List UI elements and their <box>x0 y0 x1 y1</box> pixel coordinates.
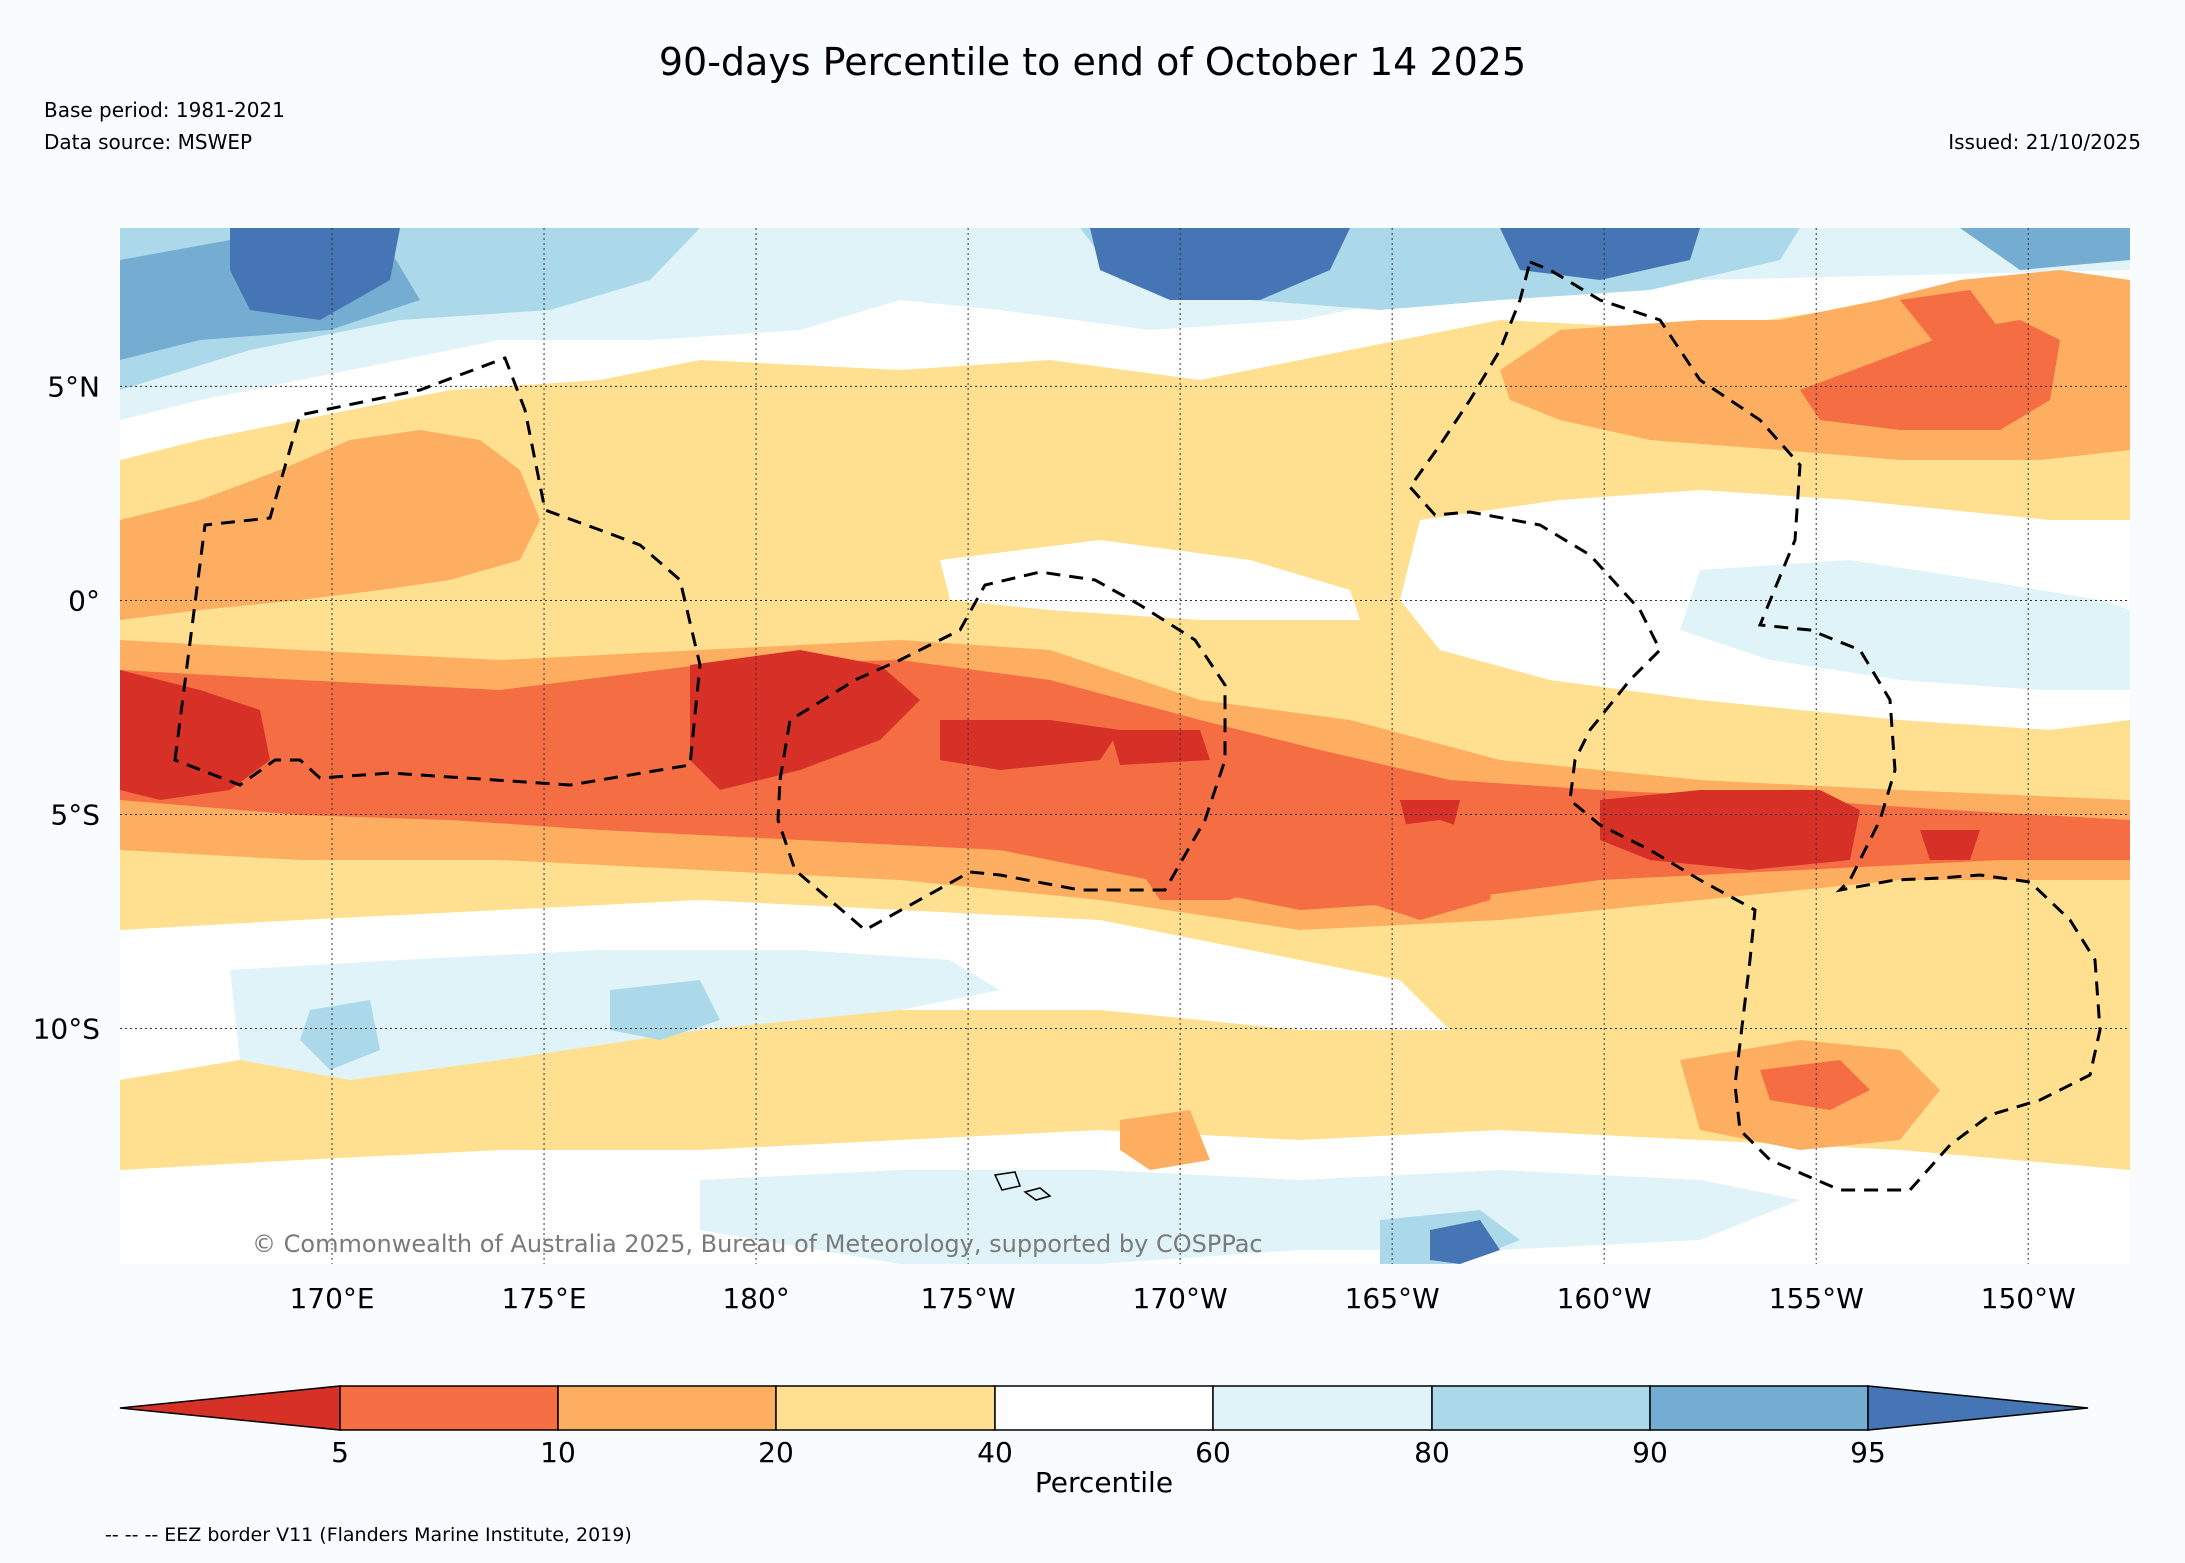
colorbar: 5 10 20 40 60 80 90 95 Percentile <box>119 1385 2089 1499</box>
dry-patch-far-south-510 <box>1760 1060 1870 1110</box>
wet-band-south-8090-b <box>610 980 720 1040</box>
lon-tick-label: 175°W <box>921 1282 1016 1315</box>
dry-patch-south-east <box>1360 820 1500 920</box>
colorbar-segment-60-80 <box>1212 1385 1433 1431</box>
lon-tick-label: 175°E <box>501 1282 586 1315</box>
colorbar-title: Percentile <box>1035 1466 1173 1499</box>
dry-core-east <box>1600 790 1860 870</box>
wet-band-north-9095-b <box>1960 228 2130 270</box>
island-outline <box>1023 1187 1052 1201</box>
percentile-map-panel <box>120 228 2130 1264</box>
island-outline <box>993 1171 1021 1191</box>
colorbar-tick-label: 95 <box>1850 1436 1886 1469</box>
longitude-axis: 170°E 175°E 180° 175°W 170°W 165°W 160°W 155°W 1… <box>289 1282 2075 1315</box>
dry-core-central-c <box>1110 730 1210 765</box>
wet-band-far-south-95 <box>1430 1220 1500 1264</box>
data-source-label: Data source: MSWEP <box>44 130 253 154</box>
dry-core-east-b <box>1920 830 1980 860</box>
lon-tick-label: 165°W <box>1345 1282 1440 1315</box>
eez-border-footnote: -- -- -- EEZ border V11 (Flanders Marine… <box>105 1524 632 1546</box>
colorbar-tick-label: 90 <box>1632 1436 1668 1469</box>
gridlines <box>120 228 2130 1264</box>
colorbar-ticks: 5 10 20 40 60 80 90 95 <box>331 1436 1886 1469</box>
colorbar-segment-40-60 <box>994 1385 1214 1431</box>
wet-band-far-south-6080 <box>700 1170 1800 1264</box>
wet-band-north-95-c <box>1500 228 1700 280</box>
colorbar-segment-below-5 <box>119 1385 341 1431</box>
lat-tick-label: 10°S <box>33 1013 100 1046</box>
wet-band-north-95 <box>230 228 400 320</box>
issued-date-label: Issued: 21/10/2025 <box>1948 130 2141 154</box>
lon-tick-label: 180° <box>722 1282 789 1315</box>
dry-pocket-northeast-510 <box>1800 320 2060 430</box>
colorbar-tick-label: 80 <box>1414 1436 1450 1469</box>
colorbar-tick-label: 10 <box>540 1436 576 1469</box>
colorbar-tick-label: 5 <box>331 1436 349 1469</box>
colorbar-tick-label: 20 <box>758 1436 794 1469</box>
copyright-notice: © Commonwealth of Australia 2025, Bureau… <box>252 1230 1263 1258</box>
eez-borders <box>173 259 2102 1192</box>
dry-west-1020 <box>120 430 540 620</box>
dry-core-central-b <box>940 720 1120 770</box>
wet-band-south-8090 <box>300 1000 380 1070</box>
colorbar-segment-20-40 <box>775 1385 996 1431</box>
colorbar-tick-label: 40 <box>977 1436 1013 1469</box>
colorbar-tick-label: 60 <box>1195 1436 1231 1469</box>
colorbar-segment-80-90 <box>1431 1385 1651 1431</box>
wet-band-north-95-b <box>1090 228 1350 300</box>
map-title: 90-days Percentile to end of October 14 … <box>658 40 1527 84</box>
dry-core-central <box>690 650 920 790</box>
lon-tick-label: 150°W <box>1981 1282 2076 1315</box>
base-period-label: Base period: 1981-2021 <box>44 98 285 122</box>
latitude-axis: 5°N 0° 5°S 10°S <box>33 370 100 1045</box>
wet-pocket-east-6080 <box>1680 560 2130 690</box>
dry-patch-south-mid <box>1120 1110 1210 1170</box>
colorbar-segment-90-95 <box>1649 1385 1869 1431</box>
eez-border-kiribati-phoenix <box>776 570 1227 932</box>
lon-tick-label: 170°E <box>289 1282 374 1315</box>
eez-border-kiribati-gilbert <box>173 356 702 787</box>
dry-pocket-northeast-510-b <box>1900 290 2000 350</box>
colorbar-segment-10-20 <box>557 1385 777 1431</box>
lat-tick-label: 0° <box>68 584 100 617</box>
colorbar-segment-above-95 <box>1867 1385 2089 1431</box>
lon-tick-label: 170°W <box>1133 1282 1228 1315</box>
lat-tick-label: 5°S <box>50 798 100 831</box>
lon-tick-label: 160°W <box>1557 1282 1652 1315</box>
dry-core-west <box>120 670 270 800</box>
colorbar-segment-5-10 <box>339 1385 559 1431</box>
lon-tick-label: 155°W <box>1769 1282 1864 1315</box>
lat-tick-label: 5°N <box>47 370 100 403</box>
